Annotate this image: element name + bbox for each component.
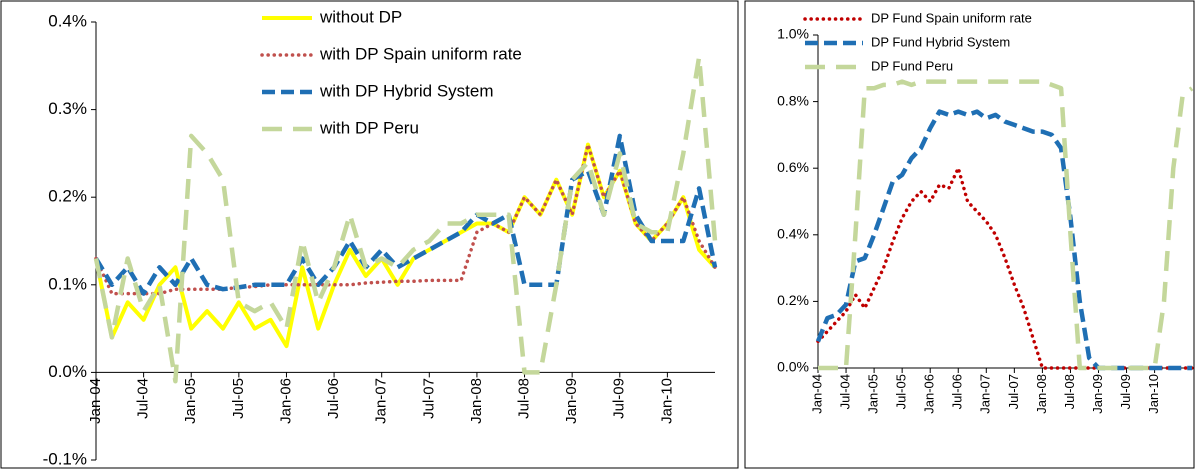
x-tick-label: Jan-04 — [87, 378, 104, 424]
series-line — [818, 79, 1194, 371]
x-tick-label: Jan-06 — [922, 374, 937, 414]
legend-label: with DP Spain uniform rate — [319, 44, 522, 63]
x-tick-label: Jan-05 — [866, 374, 881, 414]
legend-label: with DP Hybrid System — [319, 81, 494, 100]
y-tick-label: 0.1% — [48, 274, 87, 293]
x-tick-label: Jan-07 — [373, 378, 390, 424]
legend-label: DP Fund Spain uniform rate — [871, 10, 1032, 25]
right-panel-border — [744, 0, 1195, 469]
x-tick-label: Jul-08 — [516, 378, 533, 419]
x-tick-label: Jan-07 — [978, 374, 993, 414]
x-tick-label: Jan-08 — [468, 378, 485, 424]
series-line — [94, 133, 718, 296]
y-tick-label: 0.2% — [48, 187, 87, 206]
legend-label: with DP Peru — [319, 118, 419, 137]
x-tick-label: Jul-09 — [611, 378, 628, 419]
x-tick-label: Jul-08 — [1062, 374, 1077, 409]
x-tick-label: Jul-07 — [420, 378, 437, 419]
y-tick-label: 0.3% — [48, 99, 87, 118]
x-tick-label: Jul-04 — [837, 374, 852, 409]
left-panel-border — [0, 0, 739, 469]
y-tick-label: 0.8% — [777, 92, 809, 108]
x-tick-label: Jan-05 — [182, 378, 199, 424]
legend-label: DP Fund Peru — [871, 58, 953, 73]
x-tick-label: Jul-05 — [230, 378, 247, 419]
y-tick-label: 0.4% — [48, 11, 87, 30]
series-line — [816, 166, 1194, 370]
x-tick-label: Jan-04 — [809, 374, 824, 414]
x-tick-label: Jan-06 — [277, 378, 294, 424]
series-line — [94, 142, 717, 349]
x-tick-label: Jan-09 — [563, 378, 580, 424]
y-tick-label: 0.4% — [777, 226, 809, 242]
y-tick-label: 0.6% — [777, 159, 809, 175]
x-tick-label: Jul-06 — [325, 378, 342, 419]
y-tick-label: 0.0% — [777, 359, 809, 375]
x-tick-label: Jan-10 — [658, 378, 675, 424]
x-tick-label: Jul-05 — [894, 374, 909, 409]
series-line — [93, 54, 718, 384]
x-tick-label: Jan-09 — [1090, 374, 1105, 414]
x-tick-label: Jul-04 — [135, 378, 152, 419]
legend-label: without DP — [319, 7, 402, 26]
x-tick-label: Jul-06 — [950, 374, 965, 409]
y-tick-label: 0.2% — [777, 292, 809, 308]
x-tick-label: Jan-10 — [1146, 374, 1161, 414]
y-tick-label: -0.1% — [43, 449, 87, 468]
x-tick-label: Jul-07 — [1006, 374, 1021, 409]
legend-label: DP Fund Hybrid System — [871, 34, 1010, 49]
y-tick-label: 1.0% — [777, 26, 809, 42]
x-tick-label: Jul-09 — [1118, 374, 1133, 409]
x-tick-label: Jan-08 — [1034, 374, 1049, 414]
series-line — [815, 109, 1192, 371]
y-tick-label: 0.0% — [48, 362, 87, 381]
